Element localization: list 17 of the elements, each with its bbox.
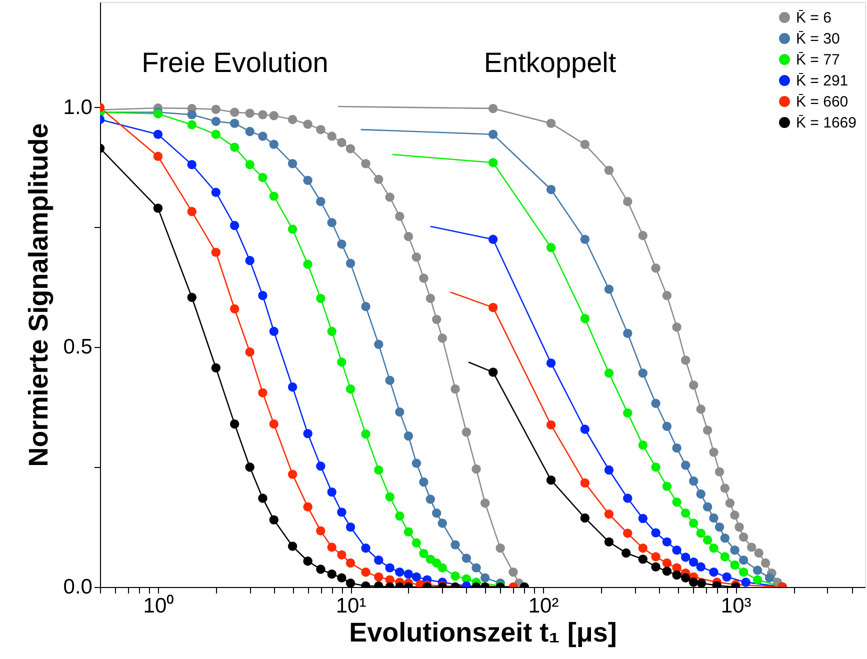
x-tick-label: 10¹ [336,594,366,618]
annotation: Entkoppelt [484,47,616,78]
legend-label: K̄ = 1669 [796,114,856,132]
legend-label: K̄ = 77 [796,52,840,68]
x-tick-label: 10³ [720,594,752,618]
x-tick-label: 10² [528,594,559,618]
x-axis-title: Evolutionszeit t₁ [μs] [349,618,617,648]
y-tick-label: 1.0 [63,96,92,119]
legend-label: K̄ = 291 [796,72,848,90]
legend-label: K̄ = 30 [796,30,840,48]
x-tick-label: 10⁰ [143,594,174,618]
legend-label: K̄ = 660 [796,94,848,110]
y-tick-label: 0.0 [63,576,92,598]
legend-label: K̄ = 6 [796,10,832,26]
y-axis-title: Normierte Signalamplitude [23,123,54,467]
y-tick-label: 0.5 [63,336,92,359]
annotation: Freie Evolution [142,47,328,78]
